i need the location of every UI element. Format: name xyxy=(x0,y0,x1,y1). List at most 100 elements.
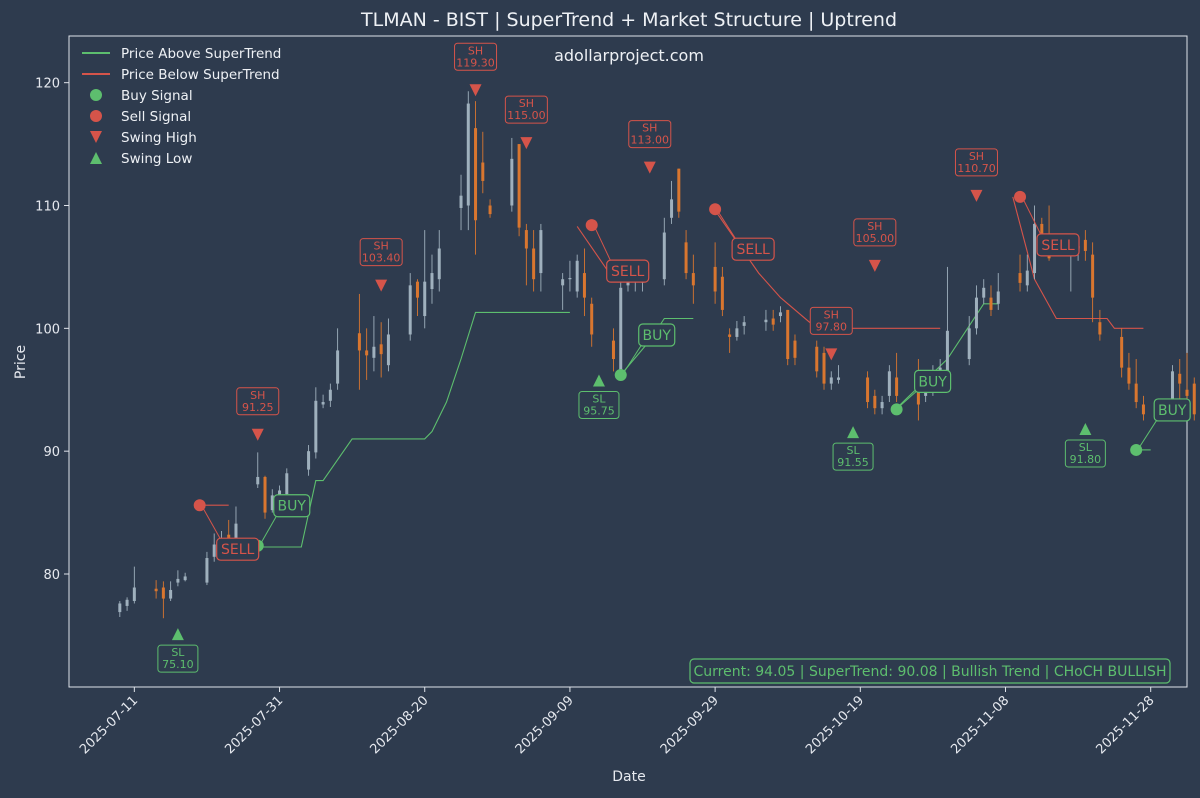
candle xyxy=(887,365,891,403)
candle xyxy=(1141,395,1145,421)
candle-body xyxy=(118,603,122,613)
candle xyxy=(764,309,768,331)
legend-label: Swing High xyxy=(121,130,197,146)
swing-high-value: 113.00 xyxy=(631,134,670,147)
candle-body xyxy=(169,589,173,599)
candle-body xyxy=(263,476,267,513)
sell-signal-marker xyxy=(193,499,206,512)
candle xyxy=(357,293,361,390)
sell-signal-box xyxy=(216,537,260,561)
swing-high-box xyxy=(454,42,498,71)
swing-high-label: SH xyxy=(250,389,265,402)
candle xyxy=(568,260,572,292)
candle-body xyxy=(1178,373,1182,384)
swing-low-value: 75.10 xyxy=(162,658,194,671)
candle xyxy=(735,320,739,341)
candle xyxy=(974,285,978,335)
candle-body xyxy=(314,400,318,453)
candle-body xyxy=(321,402,325,405)
legend-label: Buy Signal xyxy=(121,88,193,104)
candle-body xyxy=(822,352,826,384)
candle xyxy=(771,309,775,331)
candle xyxy=(466,91,470,231)
candle xyxy=(662,217,666,286)
candle xyxy=(212,533,216,562)
candle-body xyxy=(611,340,615,360)
supertrend-bullish-line xyxy=(250,311,570,548)
candle xyxy=(524,223,528,286)
swing-high-marker xyxy=(970,189,983,202)
candle-body xyxy=(161,587,165,599)
candle-body xyxy=(815,346,819,372)
candle-body xyxy=(713,266,717,292)
y-axis-label: Price xyxy=(13,345,29,379)
buy-signal-marker xyxy=(890,403,903,416)
candle-body xyxy=(1134,383,1138,403)
swing-high-box xyxy=(236,387,280,416)
candle xyxy=(539,223,543,292)
candle-body xyxy=(336,350,340,384)
swing-high-marker xyxy=(868,259,881,272)
sell-signal-label: SELL xyxy=(1041,238,1075,254)
candle xyxy=(880,395,884,415)
swing-high-box xyxy=(809,306,853,335)
swing-high-label: SH xyxy=(468,44,483,57)
candle xyxy=(611,328,615,372)
candle xyxy=(720,266,724,317)
candle-body xyxy=(524,230,528,249)
candle-body xyxy=(1083,239,1087,251)
candle-body xyxy=(510,158,514,206)
legend-item: Price Above SuperTrend xyxy=(82,46,281,62)
swing-high-box xyxy=(504,95,548,124)
candle xyxy=(1098,309,1102,341)
candle-body xyxy=(1127,367,1131,384)
buy-signal-label: BUY xyxy=(1158,403,1187,419)
candle xyxy=(1178,359,1182,403)
buy-signal-marker xyxy=(614,369,627,382)
candle xyxy=(866,371,870,409)
candle xyxy=(561,273,565,310)
supertrend-bearish-line xyxy=(714,210,941,329)
candle xyxy=(430,254,434,304)
candle-body xyxy=(459,195,463,208)
swing-low-box xyxy=(832,442,874,471)
candle-body xyxy=(866,377,870,403)
candle-body xyxy=(829,377,833,384)
candle xyxy=(728,328,732,353)
candle-body xyxy=(967,328,971,360)
buy-signal-marker xyxy=(1130,443,1143,456)
candle xyxy=(1018,254,1022,292)
sell-signal-label: SELL xyxy=(221,542,255,558)
sell-signal-arrow xyxy=(1023,200,1043,238)
swing-low-value: 91.55 xyxy=(837,456,869,469)
swing-high-box xyxy=(853,218,897,247)
candle xyxy=(161,581,165,619)
y-tick-label: 80 xyxy=(43,568,60,583)
swing-low-value: 91.80 xyxy=(1070,453,1102,466)
candle-body xyxy=(1141,404,1145,415)
candle xyxy=(1134,359,1138,409)
candle xyxy=(118,601,122,617)
swing-low-marker xyxy=(171,628,184,641)
watermark-text: adollarproject.com xyxy=(554,46,704,65)
sell-signal-arrow xyxy=(203,508,223,542)
buy-signal-arrow xyxy=(1139,417,1159,447)
buy-signal-box xyxy=(273,494,311,518)
candle xyxy=(1120,328,1124,378)
candle-body xyxy=(989,297,993,310)
swing-high-label: SH xyxy=(642,122,657,135)
swing-high-value: 110.70 xyxy=(957,162,996,175)
candle xyxy=(386,318,390,372)
candle-body xyxy=(307,451,311,470)
candle-body xyxy=(1040,223,1044,243)
candle xyxy=(1025,254,1029,292)
legend-triangle-down-swatch xyxy=(90,131,102,143)
swing-high-value: 115.00 xyxy=(507,109,546,122)
candle-body xyxy=(256,476,260,485)
candle-body xyxy=(270,495,274,511)
candle-body xyxy=(1025,270,1029,286)
candle-body xyxy=(1192,383,1196,415)
buy-signal-arrow xyxy=(624,342,644,372)
sell-signal-label: SELL xyxy=(736,242,770,258)
